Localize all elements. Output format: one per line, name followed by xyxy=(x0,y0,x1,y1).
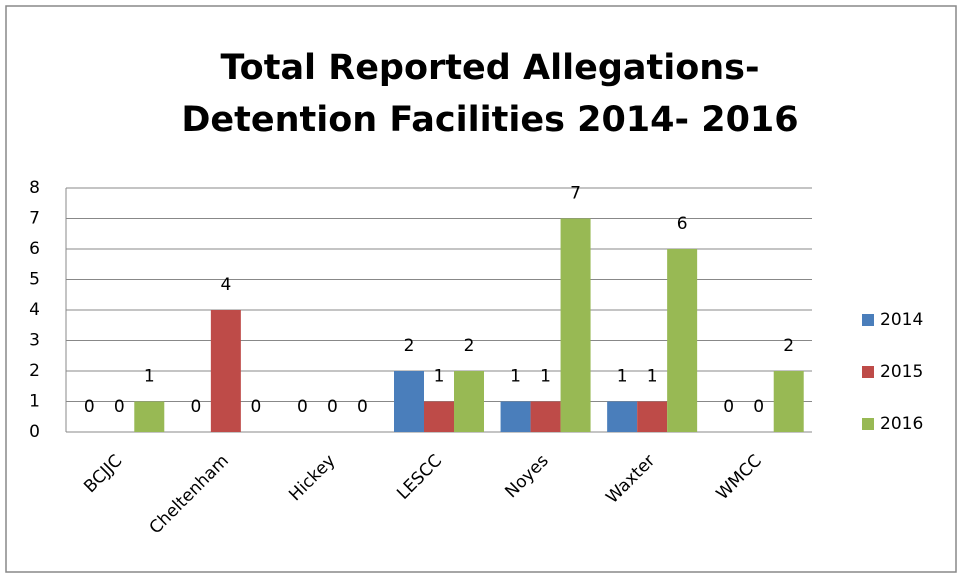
value-label: 0 xyxy=(753,397,764,417)
bar xyxy=(530,401,561,432)
y-tick-label: 5 xyxy=(29,270,40,290)
y-tick-label: 8 xyxy=(29,178,40,198)
bar xyxy=(500,401,531,432)
x-tick-label: Hickey xyxy=(285,451,339,505)
legend-swatch xyxy=(862,366,874,378)
value-label: 0 xyxy=(297,397,308,417)
value-label: 6 xyxy=(677,214,688,234)
value-label: 2 xyxy=(404,336,415,356)
y-tick-label: 1 xyxy=(29,392,40,412)
frame xyxy=(5,5,957,573)
y-tick-label: 4 xyxy=(29,300,40,320)
value-label: 1 xyxy=(144,367,155,387)
value-label: 2 xyxy=(783,336,794,356)
value-label: 1 xyxy=(617,367,628,387)
x-tick-label: LESCC xyxy=(393,451,446,504)
value-label: 2 xyxy=(464,336,475,356)
chart-title: Total Reported Allegations-Detention Fac… xyxy=(181,48,799,140)
bar xyxy=(424,401,454,432)
value-label: 0 xyxy=(114,397,125,417)
bar xyxy=(773,371,804,432)
legend-swatch xyxy=(862,418,874,430)
y-tick-label: 0 xyxy=(29,422,40,442)
y-tick-label: 2 xyxy=(29,361,40,381)
bar xyxy=(607,401,638,432)
y-tick-label: 3 xyxy=(29,331,40,351)
y-tick-label: 7 xyxy=(29,209,40,229)
value-label: 0 xyxy=(327,397,338,417)
bar xyxy=(210,310,241,432)
value-label: 1 xyxy=(510,367,521,387)
value-label: 1 xyxy=(647,367,658,387)
bar xyxy=(560,218,591,432)
value-label: 0 xyxy=(723,397,734,417)
x-tick-label: Cheltenham xyxy=(146,451,233,538)
x-tick-label: Waxter xyxy=(602,451,659,508)
value-label: 7 xyxy=(570,184,581,204)
value-label: 1 xyxy=(540,367,551,387)
bar xyxy=(394,371,424,432)
value-label: 1 xyxy=(434,367,445,387)
bar xyxy=(637,401,668,432)
legend-label: 2014 xyxy=(880,310,923,330)
x-tick-label: WMCC xyxy=(713,451,766,504)
bar xyxy=(134,401,165,432)
x-tick-label: BCJJC xyxy=(80,451,126,497)
bar xyxy=(454,371,484,432)
bar xyxy=(667,249,698,432)
value-label: 0 xyxy=(250,397,261,417)
value-label: 0 xyxy=(84,397,95,417)
value-label: 0 xyxy=(190,397,201,417)
value-label: 4 xyxy=(220,275,231,295)
legend-swatch xyxy=(862,314,874,326)
legend-label: 2016 xyxy=(880,414,923,434)
x-tick-label: Noyes xyxy=(501,451,552,502)
legend-label: 2015 xyxy=(880,362,923,382)
y-tick-label: 6 xyxy=(29,239,40,259)
value-label: 0 xyxy=(357,397,368,417)
